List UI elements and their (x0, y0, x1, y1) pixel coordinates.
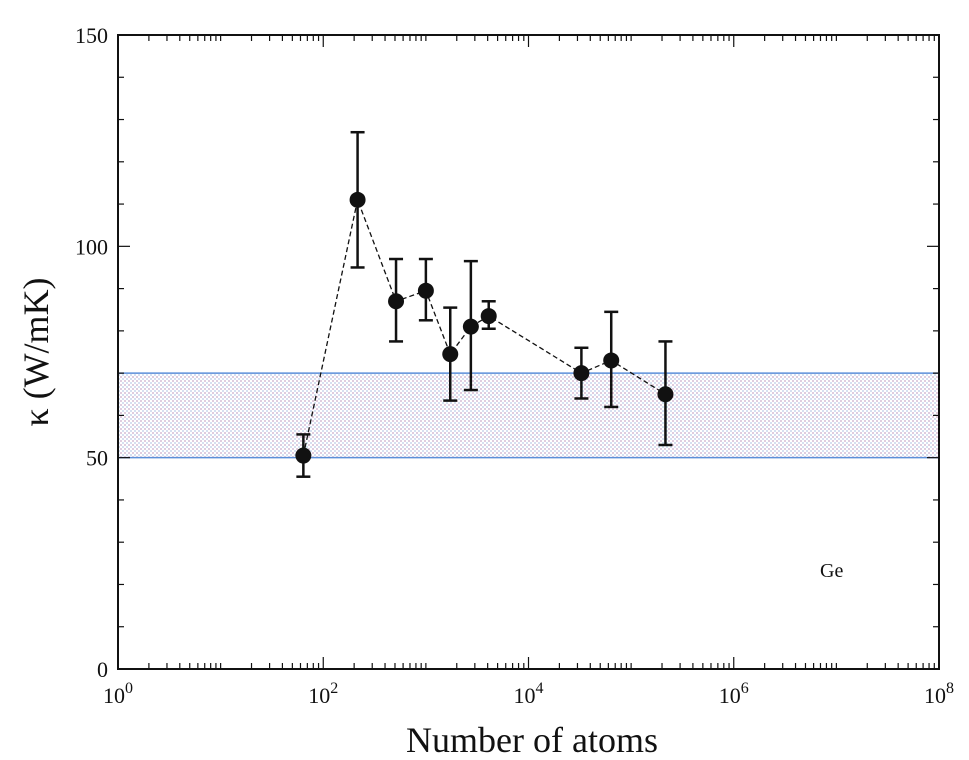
y-tick-label: 100 (75, 234, 108, 259)
x-tick-label: 100 (103, 680, 133, 708)
data-points (295, 191, 674, 464)
data-point (295, 447, 312, 464)
y-tick-label: 0 (97, 657, 108, 682)
x-tick-label: 104 (514, 680, 544, 708)
tick-labels: 0 50 100 150 100 102 104 106 108 (75, 23, 954, 708)
x-tick-label: 106 (719, 680, 749, 708)
plot-frame (117, 34, 940, 670)
connecting-line (302, 197, 666, 456)
x-axis-title: Number of atoms (406, 720, 658, 760)
annotation-label: Ge (820, 560, 843, 582)
data-point (480, 308, 497, 325)
data-point (573, 365, 590, 382)
data-point (349, 191, 366, 208)
axis-ticks (117, 34, 939, 670)
reference-band (118, 372, 939, 459)
data-point (417, 282, 434, 299)
y-tick-label: 150 (75, 23, 108, 48)
data-point (657, 386, 674, 403)
series-line (302, 197, 666, 456)
y-tick-label: 50 (86, 446, 108, 471)
x-tick-label: 108 (924, 680, 954, 708)
band-fill (118, 373, 939, 458)
y-axis-title: κ (W/mK) (16, 277, 56, 426)
data-point (603, 352, 620, 369)
data-point (462, 318, 479, 335)
data-point (388, 293, 405, 310)
x-tick-label: 102 (308, 680, 338, 708)
data-point (442, 346, 459, 363)
